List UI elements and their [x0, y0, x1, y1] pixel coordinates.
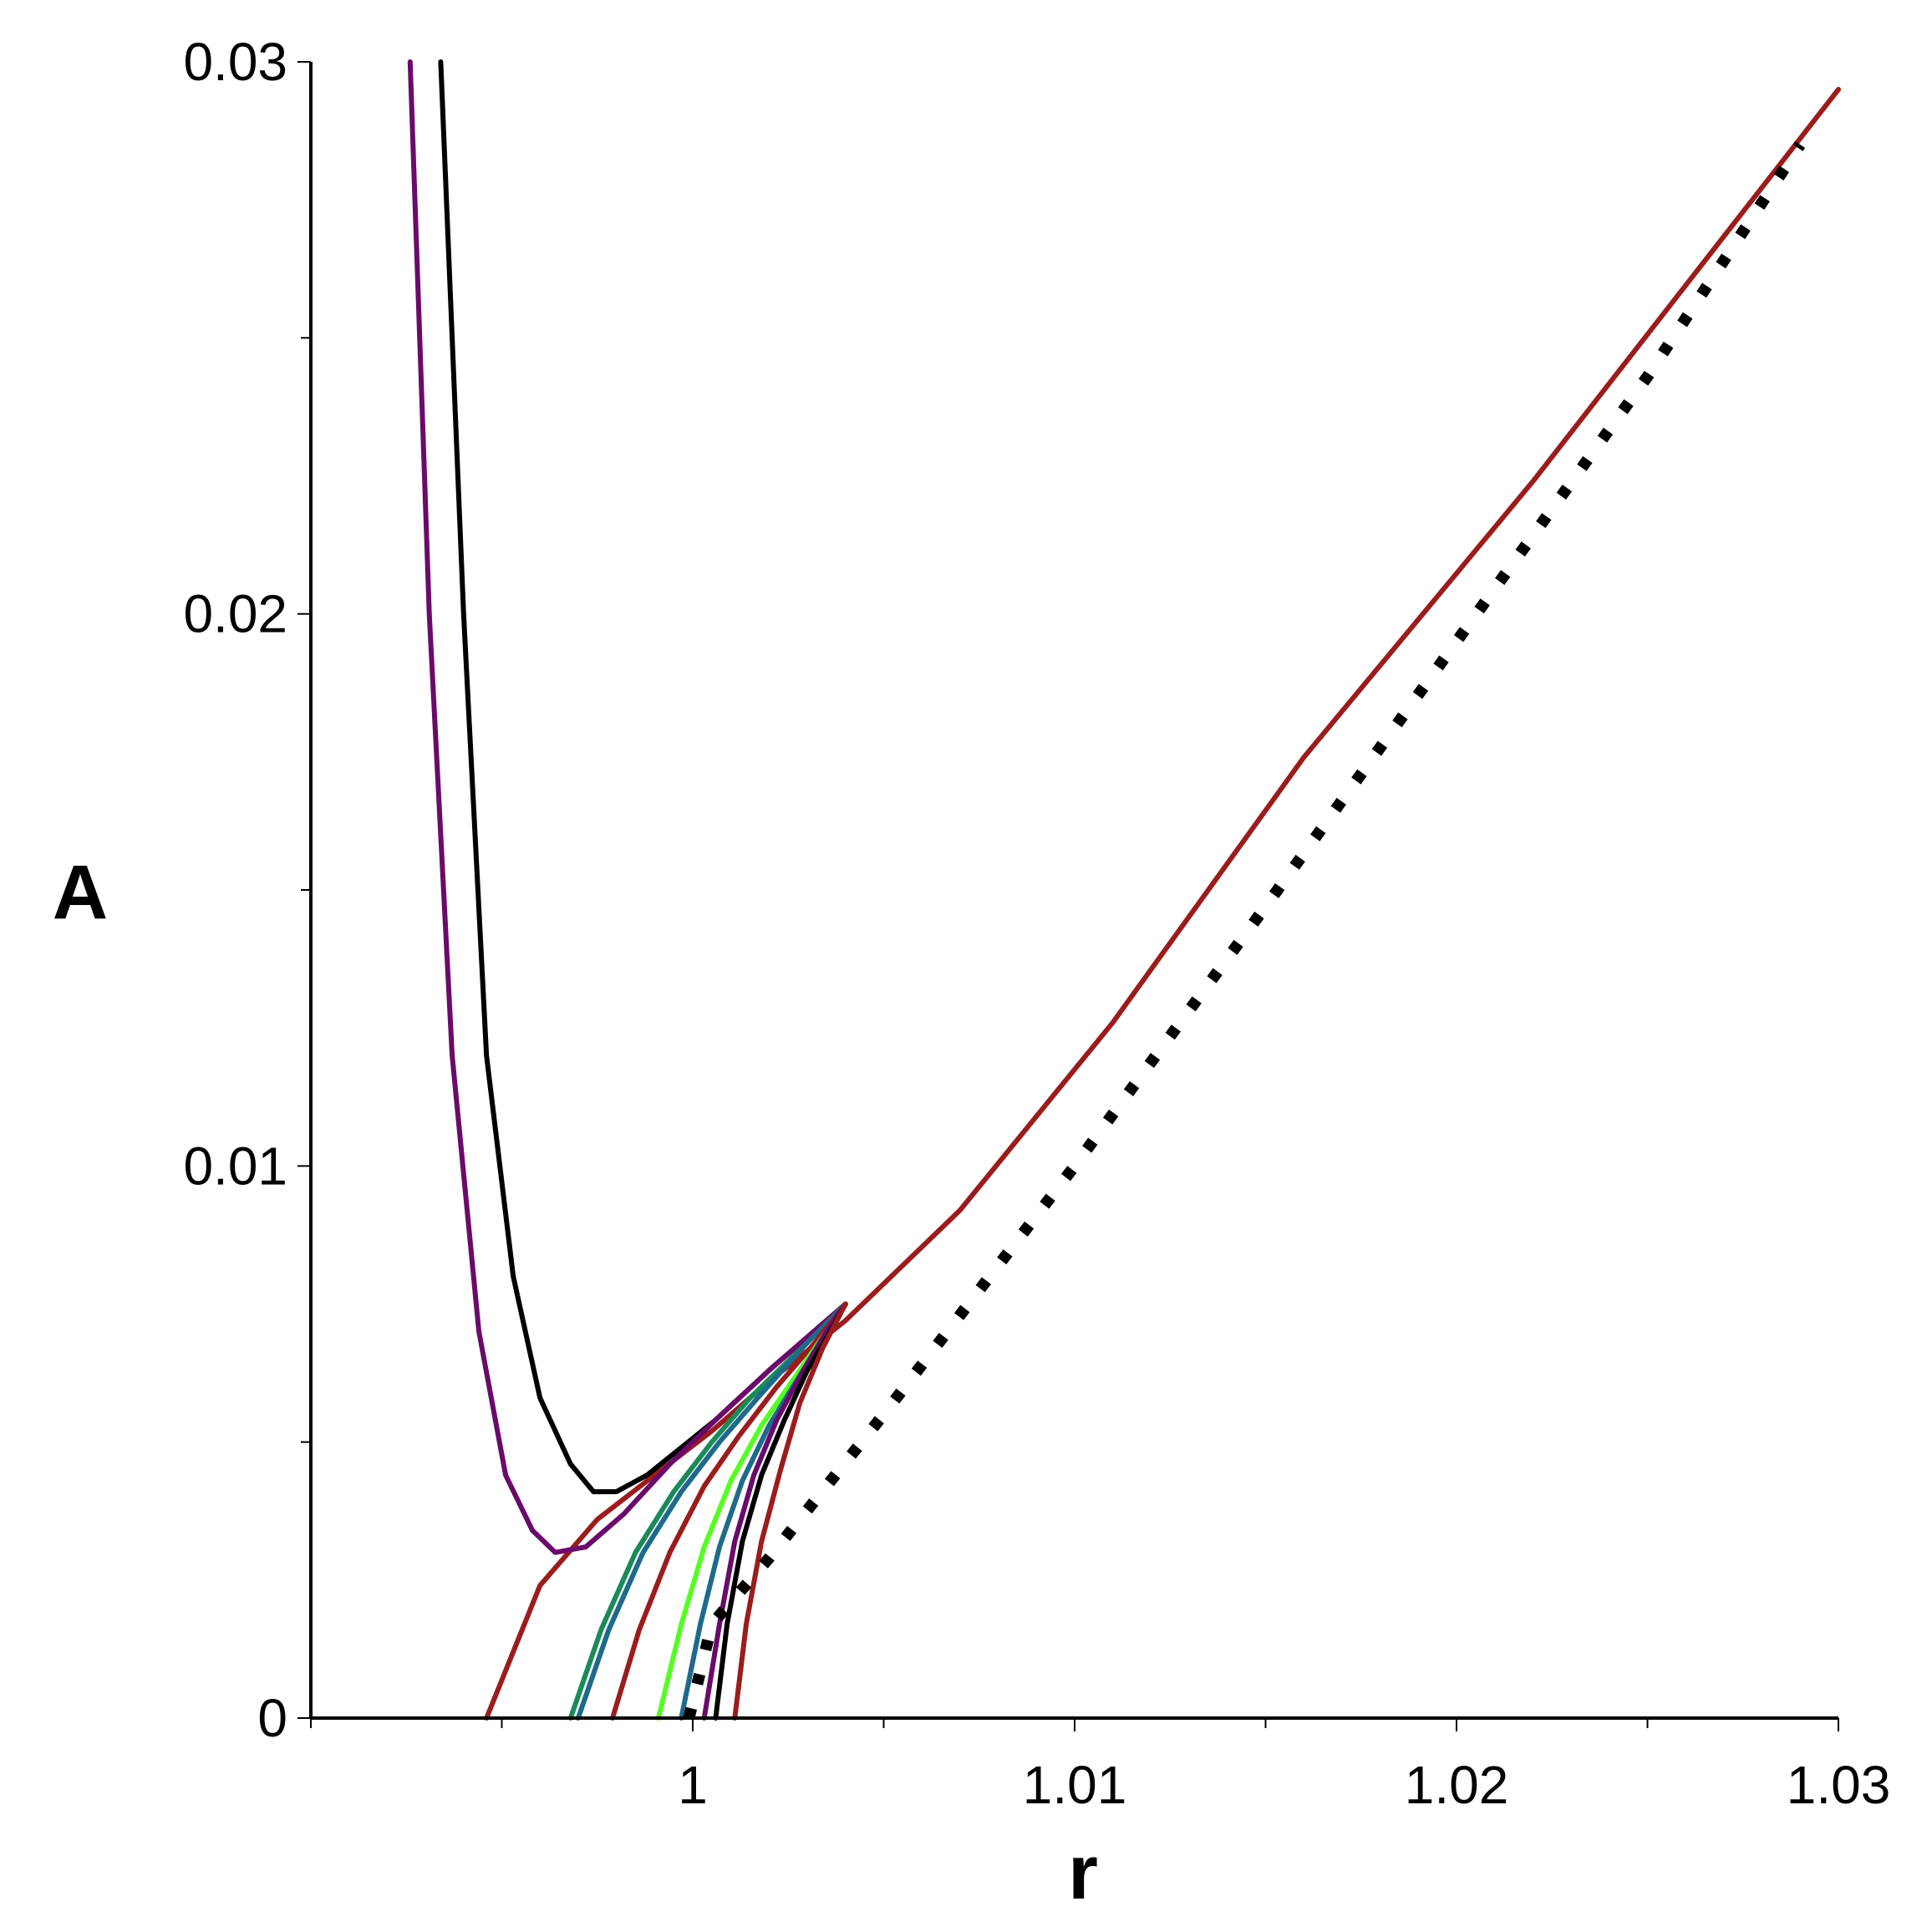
x-tick-label: 1.01 — [1023, 1755, 1127, 1815]
y-axis-title: A — [53, 850, 108, 935]
x-tick-label: 1.03 — [1787, 1755, 1891, 1815]
series-line-12 — [683, 141, 1806, 1720]
ticks-layer: 1 1.01 1.02 1.03 0 0.01 0.02 0.03 — [183, 32, 1890, 1815]
y-tick-label: 0.03 — [183, 32, 287, 92]
y-tick-label: 0.01 — [183, 1136, 287, 1196]
series-line-11 — [732, 1301, 848, 1721]
x-tick-label: 1.02 — [1405, 1755, 1509, 1815]
y-tick-label: 0.02 — [183, 584, 287, 644]
axes-layer — [309, 62, 1838, 1720]
x-tick-label: 1 — [678, 1755, 708, 1815]
series-line-2 — [438, 59, 848, 1495]
y-tick-label: 0 — [257, 1688, 287, 1748]
series-layer — [407, 59, 1841, 1721]
series-line-5 — [575, 1301, 848, 1721]
series-line-8 — [679, 1301, 848, 1721]
series-line-6 — [610, 1301, 848, 1721]
x-axis-title: r — [1068, 1830, 1098, 1915]
series-line-3 — [407, 59, 848, 1555]
